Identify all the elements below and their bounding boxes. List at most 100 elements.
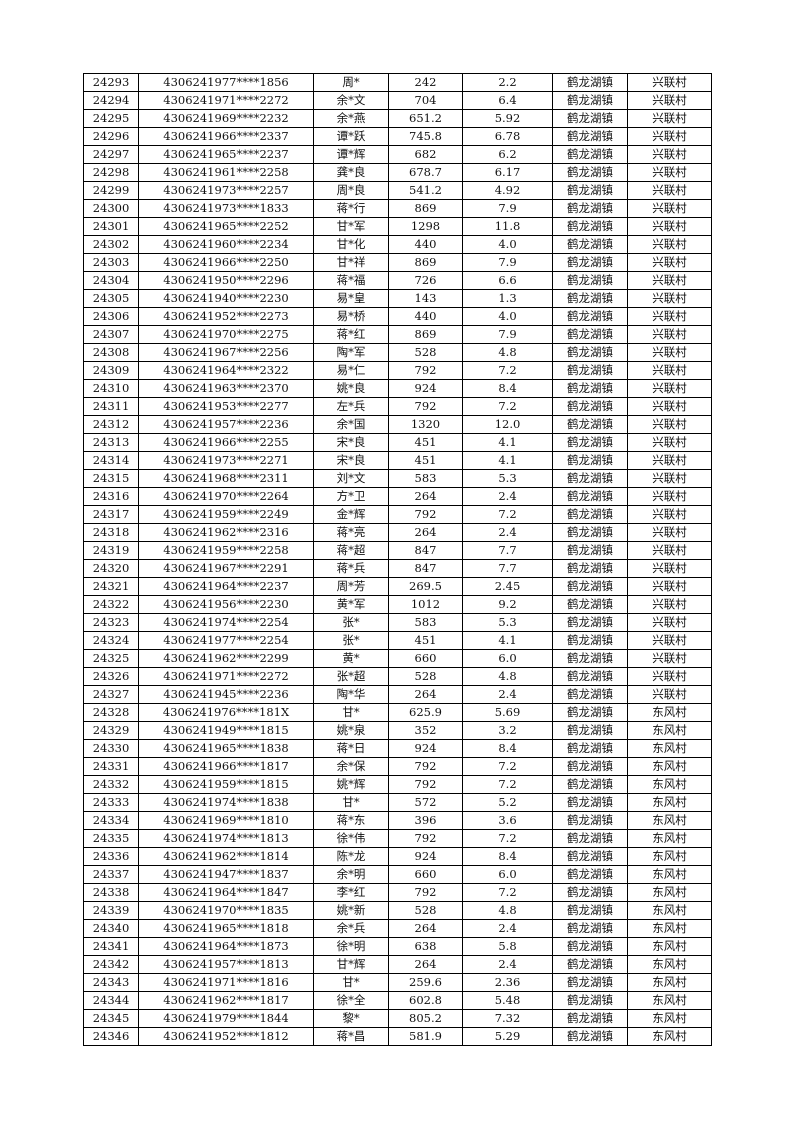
quantity-cell: 4.1 <box>462 433 553 452</box>
table-row: 24336 4306241962****1814 陈*龙 924 8.4 鹤龙湖镇 东风村 <box>83 847 712 866</box>
name-cell: 蒋*行 <box>313 199 389 218</box>
amount-cell: 528 <box>388 343 463 362</box>
amount-cell: 869 <box>388 253 463 272</box>
id-number-cell: 4306241974****2254 <box>138 613 314 632</box>
village-cell: 东风村 <box>627 1027 712 1046</box>
quantity-cell: 5.8 <box>462 937 553 956</box>
quantity-cell: 7.2 <box>462 361 553 380</box>
town-cell: 鹤龙湖镇 <box>552 91 628 110</box>
town-cell: 鹤龙湖镇 <box>552 361 628 380</box>
amount-cell: 541.2 <box>388 181 463 200</box>
table-row: 24315 4306241968****2311 刘*文 583 5.3 鹤龙湖镇 兴联村 <box>83 469 712 488</box>
town-cell: 鹤龙湖镇 <box>552 451 628 470</box>
row-number-cell: 24346 <box>83 1027 139 1046</box>
amount-cell: 847 <box>388 541 463 560</box>
village-cell: 兴联村 <box>627 433 712 452</box>
town-cell: 鹤龙湖镇 <box>552 181 628 200</box>
village-cell: 东风村 <box>627 901 712 920</box>
id-number-cell: 4306241956****2230 <box>138 595 314 614</box>
row-number-cell: 24304 <box>83 271 139 290</box>
town-cell: 鹤龙湖镇 <box>552 415 628 434</box>
id-number-cell: 4306241962****2316 <box>138 523 314 542</box>
row-number-cell: 24297 <box>83 145 139 164</box>
table-row: 24312 4306241957****2236 余*国 1320 12.0 鹤龙湖镇 兴联… <box>83 415 712 434</box>
quantity-cell: 7.32 <box>462 1009 553 1028</box>
table-row: 24346 4306241952****1812 蒋*昌 581.9 5.29 鹤龙湖镇东… <box>83 1027 712 1046</box>
table-row: 24303 4306241966****2250 甘*祥 869 7.9 鹤龙湖镇 兴联村 <box>83 253 712 272</box>
quantity-cell: 4.8 <box>462 667 553 686</box>
village-cell: 兴联村 <box>627 559 712 578</box>
village-cell: 东风村 <box>627 991 712 1010</box>
village-cell: 兴联村 <box>627 397 712 416</box>
town-cell: 鹤龙湖镇 <box>552 109 628 128</box>
quantity-cell: 5.3 <box>462 469 553 488</box>
quantity-cell: 2.4 <box>462 523 553 542</box>
village-cell: 兴联村 <box>627 685 712 704</box>
village-cell: 东风村 <box>627 937 712 956</box>
amount-cell: 869 <box>388 325 463 344</box>
id-number-cell: 4306241953****2277 <box>138 397 314 416</box>
quantity-cell: 3.6 <box>462 811 553 830</box>
id-number-cell: 4306241940****2230 <box>138 289 314 308</box>
quantity-cell: 7.7 <box>462 559 553 578</box>
id-number-cell: 4306241965****1838 <box>138 739 314 758</box>
row-number-cell: 24302 <box>83 235 139 254</box>
village-cell: 兴联村 <box>627 235 712 254</box>
village-cell: 兴联村 <box>627 181 712 200</box>
quantity-cell: 5.2 <box>462 793 553 812</box>
quantity-cell: 6.78 <box>462 127 553 146</box>
table-row: 24297 4306241965****2237 谭*辉 682 6.2 鹤龙湖镇 兴联村 <box>83 145 712 164</box>
village-cell: 兴联村 <box>627 649 712 668</box>
quantity-cell: 3.2 <box>462 721 553 740</box>
village-cell: 兴联村 <box>627 505 712 524</box>
name-cell: 李*红 <box>313 883 389 902</box>
village-cell: 兴联村 <box>627 613 712 632</box>
row-number-cell: 24345 <box>83 1009 139 1028</box>
village-cell: 兴联村 <box>627 325 712 344</box>
table-row: 24339 4306241970****1835 姚*新 528 4.8 鹤龙湖镇 东风村 <box>83 901 712 920</box>
id-number-cell: 4306241977****2254 <box>138 631 314 650</box>
quantity-cell: 4.1 <box>462 631 553 650</box>
amount-cell: 792 <box>388 505 463 524</box>
id-number-cell: 4306241967****2291 <box>138 559 314 578</box>
table-row: 24308 4306241967****2256 陶*军 528 4.8 鹤龙湖镇 兴联村 <box>83 343 712 362</box>
name-cell: 易*皇 <box>313 289 389 308</box>
name-cell: 蒋*超 <box>313 541 389 560</box>
quantity-cell: 8.4 <box>462 847 553 866</box>
village-cell: 兴联村 <box>627 451 712 470</box>
table-row: 24341 4306241964****1873 徐*明 638 5.8 鹤龙湖镇 东风村 <box>83 937 712 956</box>
id-number-cell: 4306241957****2236 <box>138 415 314 434</box>
row-number-cell: 24340 <box>83 919 139 938</box>
table-row: 24343 4306241971****1816 甘* 259.6 2.36 鹤龙湖镇 东风… <box>83 973 712 992</box>
village-cell: 兴联村 <box>627 199 712 218</box>
name-cell: 余*保 <box>313 757 389 776</box>
quantity-cell: 7.2 <box>462 505 553 524</box>
table-row: 24327 4306241945****2236 陶*华 264 2.4 鹤龙湖镇 兴联村 <box>83 685 712 704</box>
town-cell: 鹤龙湖镇 <box>552 811 628 830</box>
table-row: 24314 4306241973****2271 宋*良 451 4.1 鹤龙湖镇 兴联村 <box>83 451 712 470</box>
village-cell: 东风村 <box>627 721 712 740</box>
id-number-cell: 4306241969****1810 <box>138 811 314 830</box>
amount-cell: 847 <box>388 559 463 578</box>
name-cell: 蒋*兵 <box>313 559 389 578</box>
amount-cell: 451 <box>388 631 463 650</box>
row-number-cell: 24293 <box>83 73 139 92</box>
quantity-cell: 7.2 <box>462 883 553 902</box>
quantity-cell: 2.4 <box>462 685 553 704</box>
table-row: 24333 4306241974****1838 甘* 572 5.2 鹤龙湖镇 东风村 <box>83 793 712 812</box>
quantity-cell: 5.92 <box>462 109 553 128</box>
row-number-cell: 24337 <box>83 865 139 884</box>
amount-cell: 440 <box>388 307 463 326</box>
quantity-cell: 2.4 <box>462 955 553 974</box>
id-number-cell: 4306241974****1838 <box>138 793 314 812</box>
quantity-cell: 4.0 <box>462 307 553 326</box>
amount-cell: 1012 <box>388 595 463 614</box>
town-cell: 鹤龙湖镇 <box>552 721 628 740</box>
name-cell: 黄* <box>313 649 389 668</box>
amount-cell: 396 <box>388 811 463 830</box>
name-cell: 陶*华 <box>313 685 389 704</box>
row-number-cell: 24324 <box>83 631 139 650</box>
amount-cell: 792 <box>388 361 463 380</box>
table-row: 24334 4306241969****1810 蒋*东 396 3.6 鹤龙湖镇 东风村 <box>83 811 712 830</box>
name-cell: 徐*伟 <box>313 829 389 848</box>
